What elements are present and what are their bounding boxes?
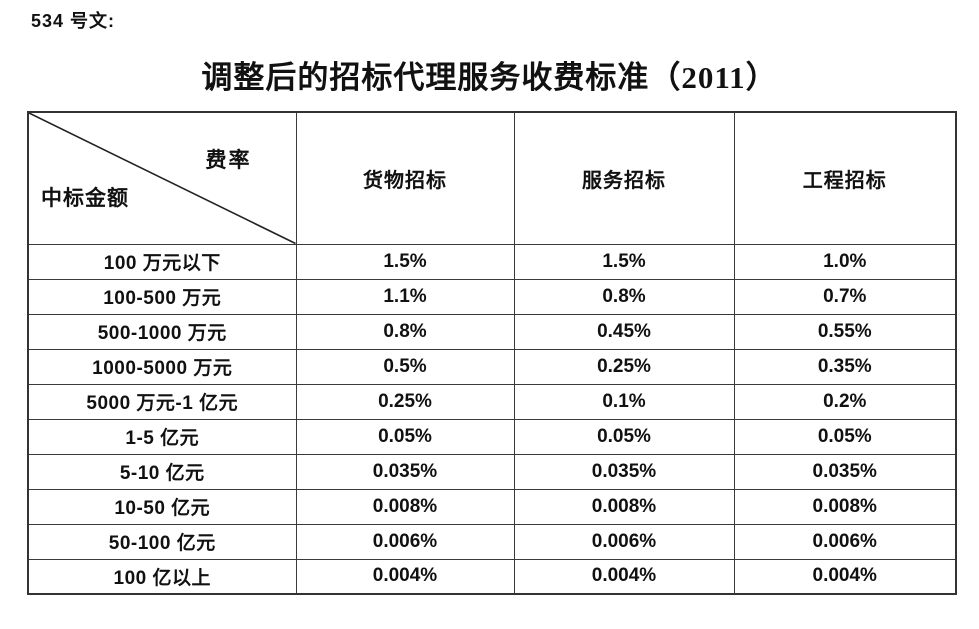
header-row: 费率 中标金额 货物招标 服务招标 工程招标	[27, 111, 957, 245]
fee-rate-service: 0.05%	[513, 418, 735, 455]
fee-rate-goods: 0.035%	[295, 453, 515, 490]
diagonal-divider-line	[29, 113, 296, 244]
fee-rate-engineering: 1.0%	[733, 243, 957, 280]
fee-rate-engineering: 0.006%	[733, 523, 957, 560]
row-label-bid-amount-range: 5-10 亿元	[27, 453, 297, 490]
fee-rate-service: 0.035%	[513, 453, 735, 490]
fee-rate-engineering: 0.004%	[733, 558, 957, 595]
table-row: 1-5 亿元 0.05% 0.05% 0.05%	[27, 418, 957, 455]
fee-rate-service: 1.5%	[513, 243, 735, 280]
fee-rate-goods: 0.05%	[295, 418, 515, 455]
row-label-bid-amount-range: 100 万元以下	[27, 243, 297, 280]
column-header-service-bidding: 服务招标	[513, 111, 735, 245]
fee-rate-engineering: 0.35%	[733, 348, 957, 385]
row-label-bid-amount-range: 100 亿以上	[27, 558, 297, 595]
fee-standard-table: 费率 中标金额 货物招标 服务招标 工程招标 100 万元以下 1.5% 1.5…	[27, 111, 957, 595]
row-label-bid-amount-range: 100-500 万元	[27, 278, 297, 315]
page-title: 调整后的招标代理服务收费标准（2011）	[201, 60, 778, 95]
fee-rate-goods: 0.8%	[295, 313, 515, 350]
row-label-bid-amount-range: 1-5 亿元	[27, 418, 297, 455]
fee-rate-engineering: 0.2%	[733, 383, 957, 420]
fee-rate-goods: 0.25%	[295, 383, 515, 420]
fee-rate-service: 0.25%	[513, 348, 735, 385]
table-row: 10-50 亿元 0.008% 0.008% 0.008%	[27, 488, 957, 525]
fee-rate-engineering: 0.7%	[733, 278, 957, 315]
corner-header-cell: 费率 中标金额	[27, 111, 297, 245]
table-row: 5000 万元-1 亿元 0.25% 0.1% 0.2%	[27, 383, 957, 420]
table-row: 1000-5000 万元 0.5% 0.25% 0.35%	[27, 348, 957, 385]
row-label-bid-amount-range: 500-1000 万元	[27, 313, 297, 350]
fee-rate-goods: 0.006%	[295, 523, 515, 560]
fee-rate-service: 0.006%	[513, 523, 735, 560]
fee-rate-engineering: 0.035%	[733, 453, 957, 490]
table-row: 100-500 万元 1.1% 0.8% 0.7%	[27, 278, 957, 315]
fee-rate-goods: 0.5%	[295, 348, 515, 385]
fee-rate-goods: 1.5%	[295, 243, 515, 280]
fee-rate-service: 0.004%	[513, 558, 735, 595]
table-row: 100 万元以下 1.5% 1.5% 1.0%	[27, 243, 957, 280]
table-header: 费率 中标金额 货物招标 服务招标 工程招标	[27, 111, 957, 245]
column-header-engineering-bidding: 工程招标	[733, 111, 957, 245]
fee-rate-service: 0.8%	[513, 278, 735, 315]
row-label-bid-amount-range: 1000-5000 万元	[27, 348, 297, 385]
column-header-goods-bidding: 货物招标	[295, 111, 515, 245]
fee-rate-service: 0.008%	[513, 488, 735, 525]
table-row: 500-1000 万元 0.8% 0.45% 0.55%	[27, 313, 957, 350]
fee-rate-service: 0.45%	[513, 313, 735, 350]
corner-label-rate: 费率	[205, 148, 252, 172]
table-row: 100 亿以上 0.004% 0.004% 0.004%	[27, 558, 957, 595]
fee-rate-goods: 0.004%	[295, 558, 515, 595]
table-row: 50-100 亿元 0.006% 0.006% 0.006%	[27, 523, 957, 560]
row-label-bid-amount-range: 50-100 亿元	[27, 523, 297, 560]
doc-reference-number: 534 号文:	[31, 11, 116, 31]
fee-rate-goods: 1.1%	[295, 278, 515, 315]
row-label-bid-amount-range: 5000 万元-1 亿元	[27, 383, 297, 420]
fee-rate-engineering: 0.008%	[733, 488, 957, 525]
fee-rate-engineering: 0.55%	[733, 313, 957, 350]
fee-rate-goods: 0.008%	[295, 488, 515, 525]
table-row: 5-10 亿元 0.035% 0.035% 0.035%	[27, 453, 957, 490]
row-label-bid-amount-range: 10-50 亿元	[27, 488, 297, 525]
table-body: 100 万元以下 1.5% 1.5% 1.0% 100-500 万元 1.1% …	[27, 243, 957, 595]
fee-rate-engineering: 0.05%	[733, 418, 957, 455]
fee-rate-service: 0.1%	[513, 383, 735, 420]
corner-label-bid-amount: 中标金额	[41, 185, 129, 210]
